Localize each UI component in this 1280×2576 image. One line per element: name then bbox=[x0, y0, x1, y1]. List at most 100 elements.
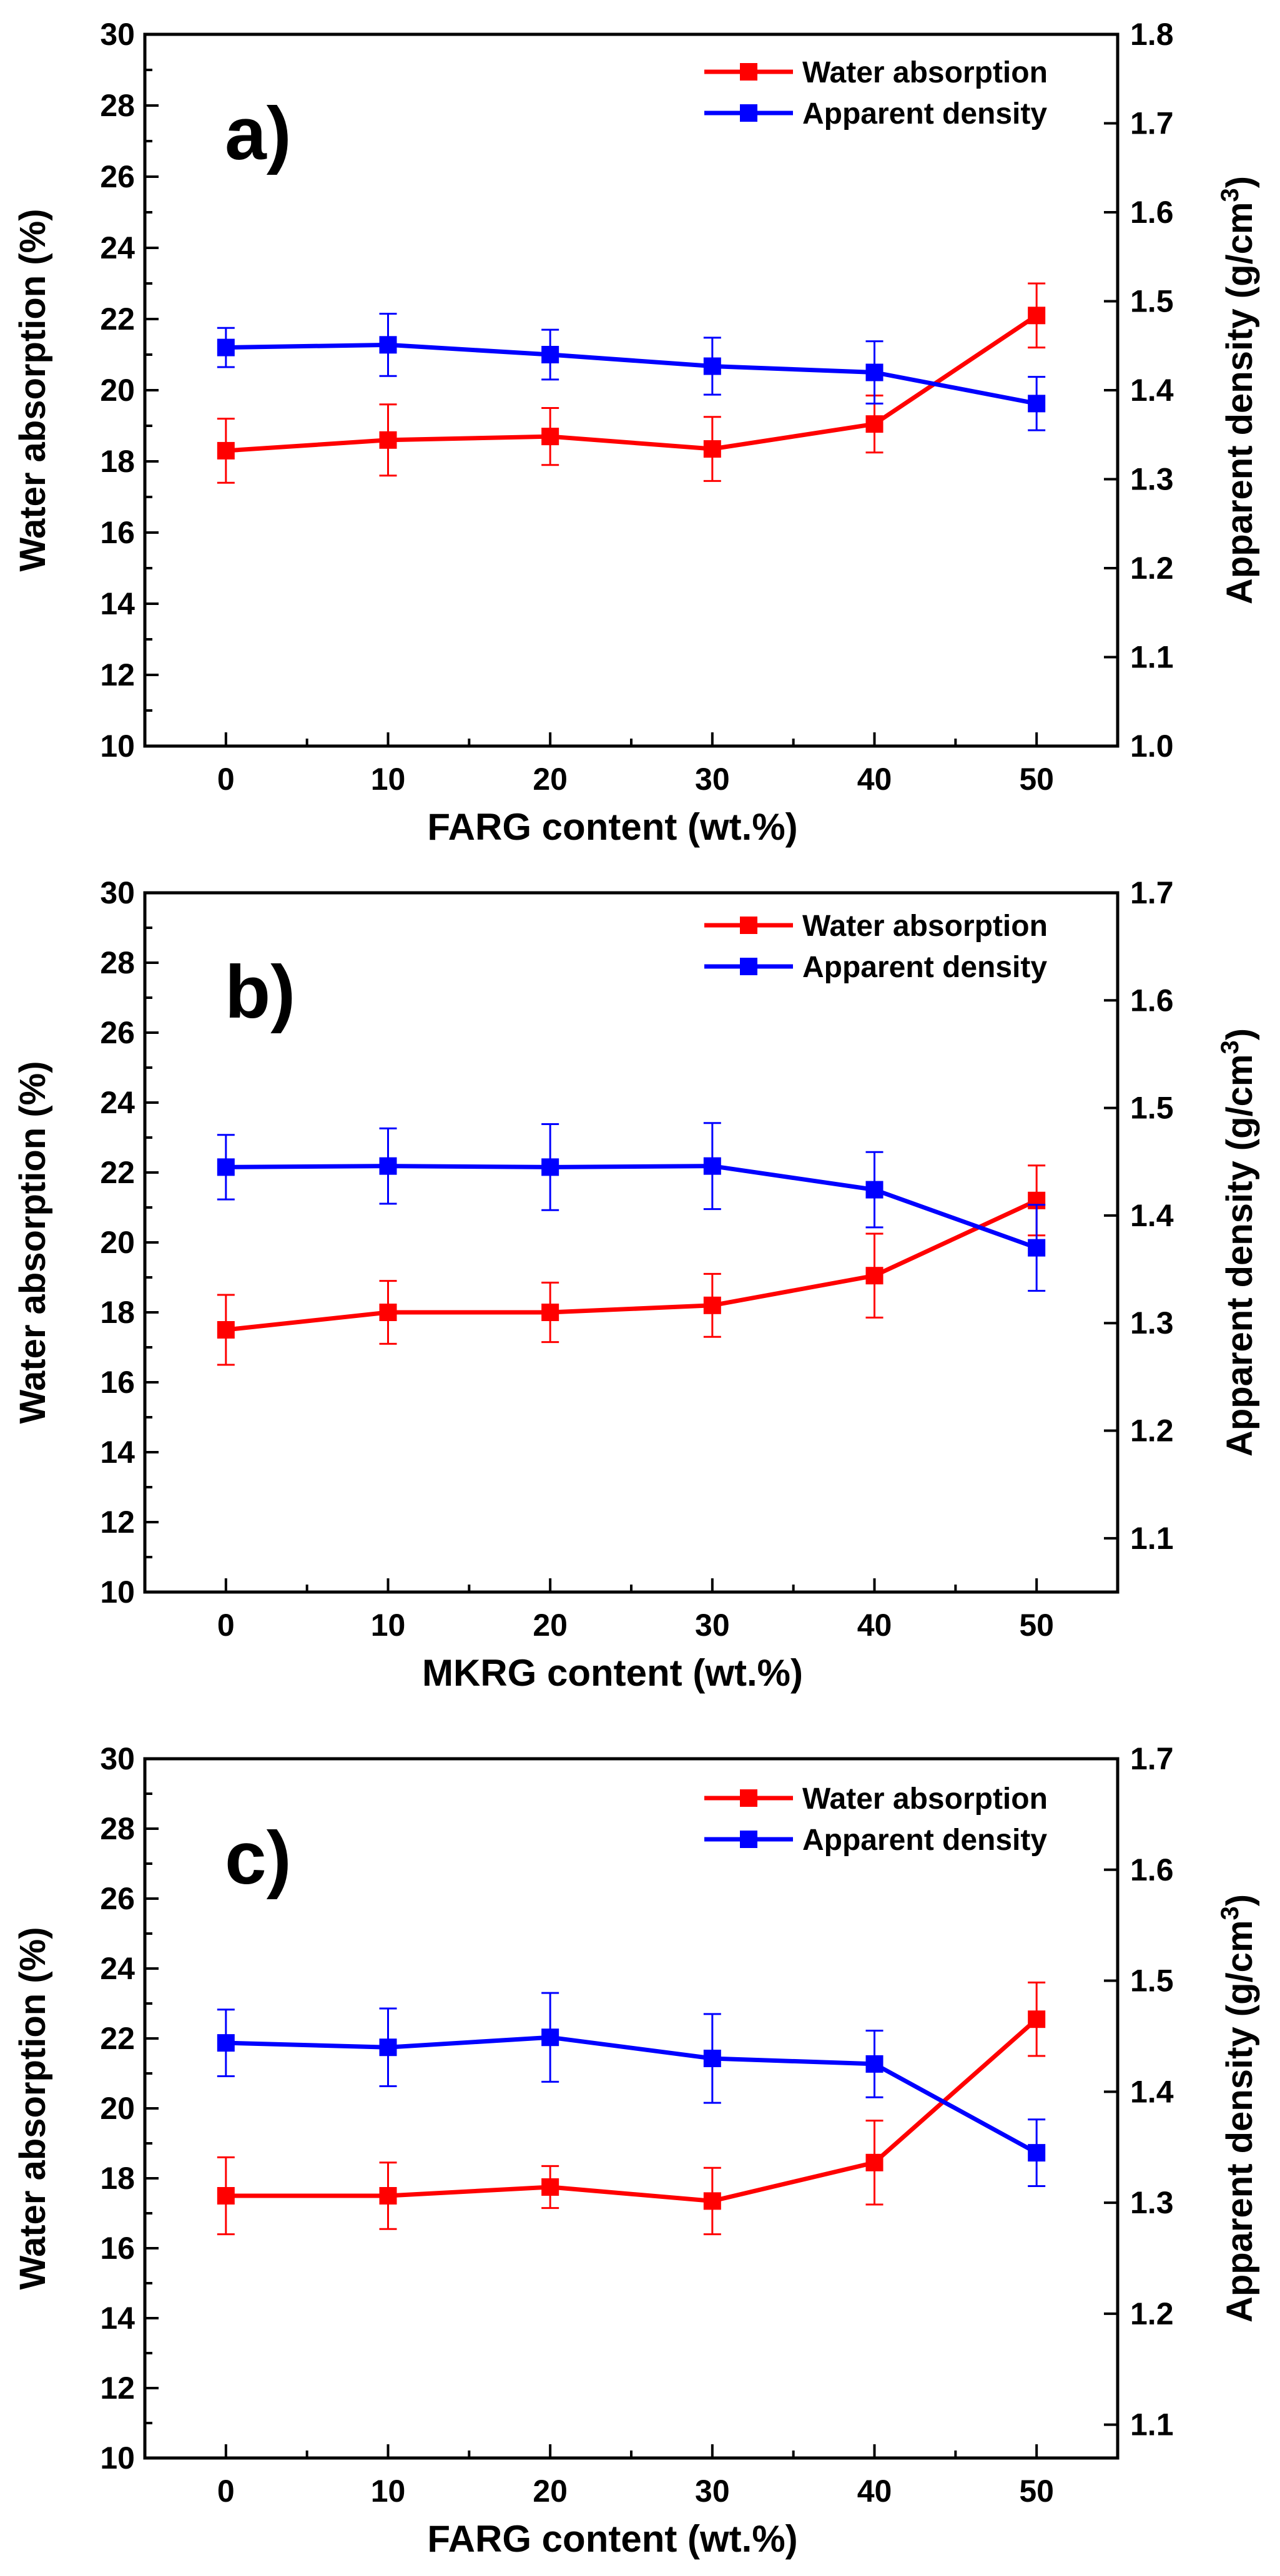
x-tick-label: 50 bbox=[1019, 2474, 1054, 2509]
y2-tick-label: 1.4 bbox=[1130, 1198, 1174, 1233]
x-tick-label: 10 bbox=[371, 2474, 406, 2509]
data-point bbox=[379, 2187, 397, 2205]
series-water-absorption bbox=[217, 282, 1046, 484]
y2-tick-label: 1.1 bbox=[1130, 640, 1174, 675]
y-tick-label: 20 bbox=[100, 373, 135, 408]
y2-axis-label-text: Apparent density bbox=[1219, 2017, 1260, 2323]
legend-swatch-marker bbox=[740, 917, 757, 934]
y2-tick-label: 1.6 bbox=[1130, 983, 1174, 1018]
y2-tick-label: 1.8 bbox=[1130, 17, 1174, 52]
x-axis-label-text: MKRG content bbox=[422, 1652, 692, 1694]
legend-swatch-marker bbox=[740, 1831, 757, 1848]
series-line bbox=[225, 1164, 1038, 1250]
x-axis-label: MKRG content (wt.%) bbox=[422, 1652, 803, 1694]
y2-tick-label: 1.2 bbox=[1130, 551, 1174, 586]
y2-axis-label: Apparent density (g/cm3) bbox=[1216, 1894, 1260, 2323]
legend-swatch-marker bbox=[740, 1789, 757, 1807]
x-axis-label-unit: (wt.%) bbox=[687, 806, 798, 848]
legend-label: Water absorption bbox=[802, 56, 1048, 89]
series-line bbox=[225, 1198, 1038, 1332]
y2-tick-label: 1.7 bbox=[1130, 106, 1174, 141]
x-axis-label-unit: (wt.%) bbox=[692, 1652, 803, 1694]
y2-tick-label: 1.0 bbox=[1130, 729, 1174, 764]
y2-axis-label-close: ) bbox=[1219, 1028, 1260, 1040]
series-apparent-density bbox=[217, 1992, 1046, 2187]
x-axis-label: FARG content (wt.%) bbox=[427, 806, 797, 848]
x-tick-label: 40 bbox=[857, 762, 892, 797]
y2-axis-label: Apparent density (g/cm3) bbox=[1216, 1028, 1260, 1457]
x-tick-label: 40 bbox=[857, 2474, 892, 2509]
y-tick-label: 26 bbox=[100, 1881, 135, 1916]
y-tick-label: 24 bbox=[100, 1085, 135, 1120]
data-point bbox=[1028, 2010, 1046, 2028]
y-axis-label-unit: (%) bbox=[12, 1061, 53, 1117]
data-point bbox=[865, 1267, 884, 1285]
data-point bbox=[703, 357, 721, 375]
data-point bbox=[703, 440, 721, 458]
y2-axis-label-unit: (g/cm bbox=[1219, 202, 1260, 299]
y2-tick-label: 1.5 bbox=[1130, 1091, 1174, 1126]
y-tick-label: 30 bbox=[100, 1741, 135, 1776]
y-tick-label: 28 bbox=[100, 88, 135, 123]
y-tick-label: 22 bbox=[100, 302, 135, 337]
x-tick-label: 50 bbox=[1019, 1608, 1054, 1643]
data-point bbox=[541, 2178, 559, 2196]
y-axis-label: Water absorption (%) bbox=[12, 1927, 53, 2289]
y2-axis-label-superscript: 3 bbox=[1216, 1040, 1244, 1054]
series-water-absorption bbox=[217, 1164, 1046, 1366]
y2-axis-label-text: Apparent density bbox=[1219, 1151, 1260, 1457]
data-point bbox=[703, 2192, 721, 2210]
y-tick-label: 14 bbox=[100, 2301, 135, 2336]
y2-tick-label: 1.5 bbox=[1130, 1964, 1174, 1998]
y-tick-label: 18 bbox=[100, 444, 135, 479]
y-tick-label: 20 bbox=[100, 1225, 135, 1260]
series-water-absorption bbox=[217, 1981, 1046, 2236]
legend-swatch-marker bbox=[740, 63, 757, 81]
data-point bbox=[1028, 307, 1046, 325]
chart-panel-3: 10121416182022242628301.11.21.31.41.51.6… bbox=[12, 1741, 1260, 2560]
legend: Water absorption Apparent density bbox=[704, 1782, 1048, 1857]
y2-axis-label-superscript: 3 bbox=[1216, 188, 1244, 202]
y-tick-label: 22 bbox=[100, 1155, 135, 1190]
panel-label: a) bbox=[225, 92, 292, 175]
data-point bbox=[217, 1321, 235, 1339]
x-tick-label: 10 bbox=[371, 762, 406, 797]
x-axis-label: FARG content (wt.%) bbox=[427, 2518, 797, 2560]
y2-tick-label: 1.7 bbox=[1130, 875, 1174, 910]
y-tick-label: 18 bbox=[100, 1295, 135, 1330]
data-point bbox=[541, 2028, 559, 2047]
data-point bbox=[1028, 395, 1046, 413]
y-axis-label-text: Water absorption bbox=[12, 265, 53, 572]
data-point bbox=[541, 1304, 559, 1321]
data-point bbox=[703, 1296, 721, 1314]
y2-axis-label: Apparent density (g/cm3) bbox=[1216, 176, 1260, 604]
y-axis-label-unit: (%) bbox=[12, 1927, 53, 1983]
y-tick-label: 22 bbox=[100, 2021, 135, 2056]
x-tick-label: 20 bbox=[533, 762, 568, 797]
y-tick-label: 24 bbox=[100, 1951, 135, 1986]
data-point bbox=[865, 2055, 884, 2073]
y-tick-label: 16 bbox=[100, 2231, 135, 2266]
y-tick-label: 26 bbox=[100, 1015, 135, 1050]
x-tick-label: 20 bbox=[533, 2474, 568, 2509]
x-tick-label: 30 bbox=[695, 2474, 730, 2509]
data-point bbox=[217, 2187, 235, 2205]
y-tick-label: 28 bbox=[100, 1811, 135, 1846]
series-line bbox=[225, 2017, 1038, 2203]
y2-tick-label: 1.3 bbox=[1130, 462, 1174, 497]
y-tick-label: 30 bbox=[100, 17, 135, 52]
y2-tick-label: 1.4 bbox=[1130, 373, 1174, 408]
data-point bbox=[1028, 2144, 1046, 2162]
series-line bbox=[225, 313, 1038, 453]
chart-panel-1: 10121416182022242628301.01.11.21.31.41.5… bbox=[12, 17, 1260, 848]
x-tick-label: 40 bbox=[857, 1608, 892, 1643]
y-axis-label: Water absorption (%) bbox=[12, 1061, 53, 1423]
data-point bbox=[217, 441, 235, 460]
legend: Water absorption Apparent density bbox=[704, 910, 1048, 984]
y-tick-label: 14 bbox=[100, 586, 135, 621]
data-point bbox=[1028, 1239, 1046, 1257]
series-line bbox=[225, 2035, 1038, 2155]
y-tick-label: 10 bbox=[100, 2441, 135, 2475]
legend-label: Water absorption bbox=[802, 910, 1048, 943]
